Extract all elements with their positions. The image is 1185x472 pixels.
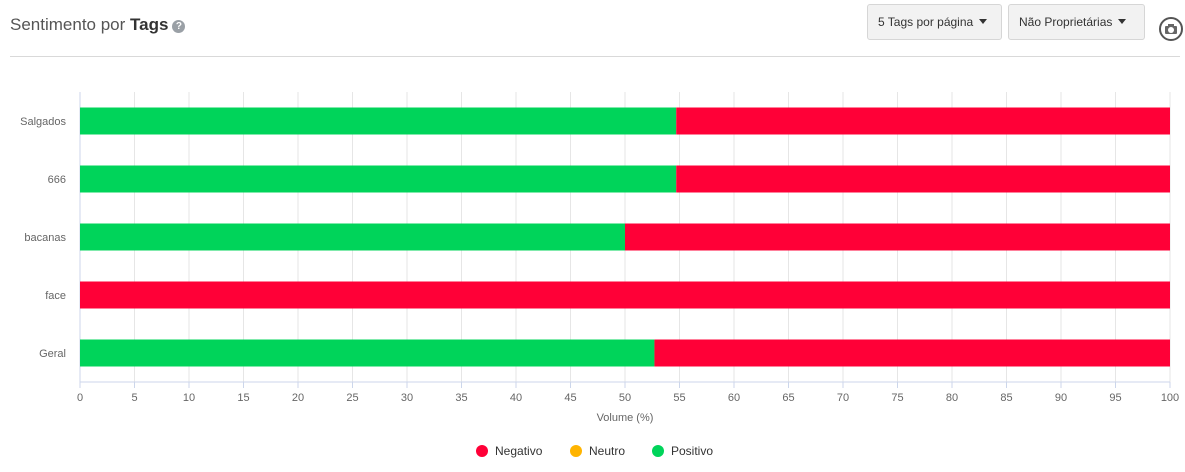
bar-positivo-666 [80, 165, 677, 193]
legend-dot-icon [476, 445, 488, 457]
x-axis-title: Volume (%) [597, 412, 654, 424]
x-tick-label: 20 [292, 392, 304, 404]
legend-item-positivo[interactable]: Positivo [652, 444, 713, 458]
bar-positivo-salgados [80, 107, 677, 135]
bar-negativo-face [80, 281, 1170, 309]
bar-negativo-bacanas [625, 223, 1170, 251]
bar-positivo-geral [80, 339, 655, 367]
bar-negativo-geral [654, 339, 1170, 367]
legend-label: Neutro [589, 444, 626, 458]
legend-dot-icon [570, 445, 582, 457]
x-tick-label: 45 [564, 392, 576, 404]
x-tick-label: 50 [619, 392, 631, 404]
sentiment-bar-chart: 0 5 10 15 20 25 30 35 40 45 50 55 60 65 70 75 80 85 90 95 10… [20, 92, 1179, 424]
x-tick-label: 70 [837, 392, 849, 404]
x-tick-label: 25 [346, 392, 358, 404]
category-label: Geral [39, 348, 66, 360]
help-icon[interactable]: ? [172, 20, 186, 33]
category-label: bacanas [24, 232, 66, 244]
bar-negativo-666 [676, 165, 1170, 193]
camera-lens-shape [1168, 27, 1174, 33]
category-label: 666 [48, 174, 66, 186]
x-tick-label: 95 [1109, 392, 1121, 404]
x-tick-label: 90 [1055, 392, 1067, 404]
chart-header: Sentimento por Tags? 5 Tags por página N… [0, 0, 1185, 56]
x-tick-label: 35 [455, 392, 467, 404]
tags-per-page-dropdown[interactable]: 5 Tags por página [867, 4, 1002, 40]
x-tick-label: 85 [1000, 392, 1012, 404]
category-label: Salgados [20, 116, 66, 128]
x-tick-label: 100 [1161, 392, 1179, 404]
ownership-dropdown[interactable]: Não Proprietárias [1008, 4, 1145, 40]
x-tick-label: 0 [77, 392, 83, 404]
bar-positivo-bacanas [80, 223, 625, 251]
legend-dot-icon [652, 445, 664, 457]
x-tick-label: 40 [510, 392, 522, 404]
camera-top-shape [1168, 24, 1174, 27]
category-label: face [45, 290, 66, 302]
x-tick-label: 60 [728, 392, 740, 404]
legend-item-neutro[interactable]: Neutro [570, 444, 625, 458]
x-tick-label: 65 [782, 392, 794, 404]
x-tick-label: 30 [401, 392, 413, 404]
legend-label: Negativo [495, 444, 543, 458]
chart-legend: Negativo Neutro Positivo [0, 444, 1185, 462]
caret-down-icon [1118, 19, 1127, 24]
legend-item-negativo[interactable]: Negativo [476, 444, 542, 458]
x-tick-label: 10 [183, 392, 195, 404]
legend-label: Positivo [671, 444, 714, 458]
title-strong: Tags [130, 15, 169, 34]
camera-icon[interactable] [1159, 17, 1183, 41]
header-divider [10, 56, 1180, 57]
caret-down-icon [979, 19, 988, 24]
x-tick-label: 75 [891, 392, 903, 404]
x-tick-label: 55 [673, 392, 685, 404]
page-title: Sentimento por Tags? [10, 15, 186, 35]
tags-per-page-label: 5 Tags por página [878, 15, 974, 29]
bar-negativo-salgados [676, 107, 1170, 135]
title-prefix: Sentimento por [10, 15, 126, 34]
x-tick-label: 80 [946, 392, 958, 404]
x-tick-label: 5 [131, 392, 137, 404]
x-tick-label: 15 [237, 392, 249, 404]
ownership-label: Não Proprietárias [1019, 15, 1113, 29]
